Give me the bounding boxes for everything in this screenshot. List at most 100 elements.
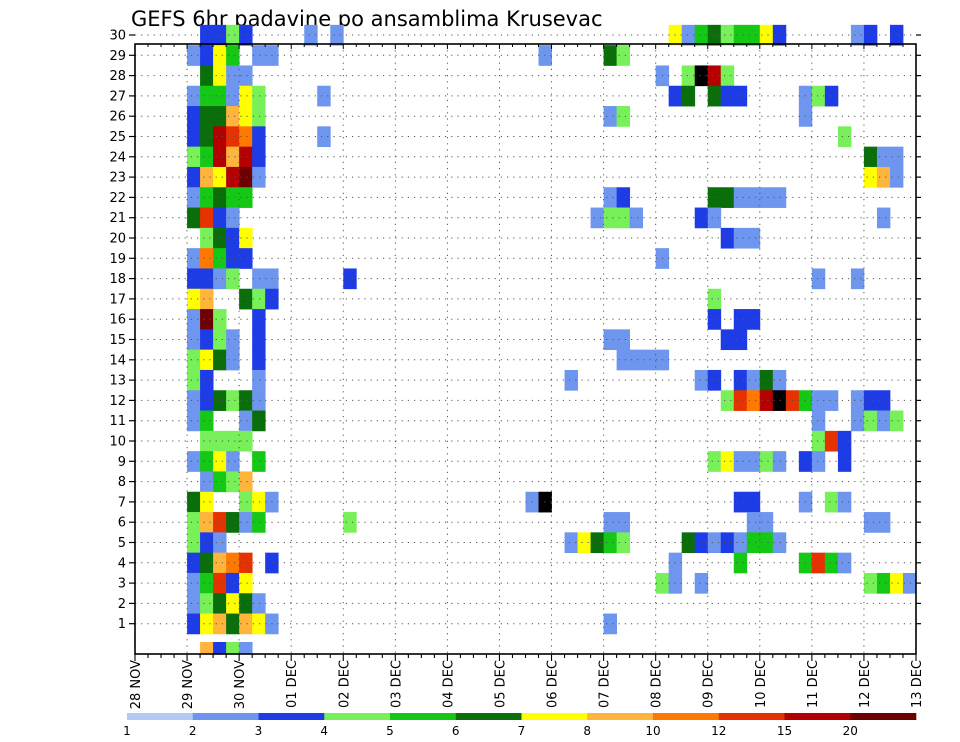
heatmap-cell bbox=[239, 471, 253, 493]
heatmap-cell bbox=[733, 390, 748, 411]
colorbar-segment bbox=[258, 713, 325, 720]
heatmap-cell bbox=[252, 288, 266, 310]
y-tick-label: 3 bbox=[118, 577, 126, 592]
heatmap-cell bbox=[226, 593, 240, 614]
x-tick-label: 07 DEC bbox=[598, 660, 613, 708]
heatmap-cell bbox=[746, 491, 761, 513]
heatmap-cell bbox=[239, 593, 253, 614]
heatmap-cell bbox=[187, 390, 201, 411]
heatmap-cell bbox=[187, 288, 201, 310]
heatmap-cell bbox=[629, 349, 644, 371]
heatmap-cell bbox=[707, 369, 722, 391]
colorbar-segment bbox=[587, 713, 654, 720]
heatmap-cell bbox=[200, 187, 214, 208]
y-tick-label: 26 bbox=[109, 110, 126, 125]
heatmap-cell bbox=[200, 642, 214, 655]
heatmap-cell bbox=[239, 642, 253, 655]
heatmap-cell bbox=[330, 24, 344, 46]
heatmap-cell bbox=[707, 532, 722, 554]
heatmap-cell bbox=[200, 24, 214, 46]
heatmap-cell bbox=[746, 24, 761, 46]
heatmap-cell bbox=[213, 532, 227, 554]
heatmap-cell bbox=[616, 207, 631, 229]
heatmap-cell bbox=[187, 349, 201, 371]
heatmap-cell bbox=[213, 45, 227, 66]
heatmap-cell bbox=[187, 491, 201, 513]
heatmap-cell bbox=[226, 106, 240, 127]
heatmap-cell bbox=[252, 451, 266, 472]
heatmap-cell bbox=[239, 430, 253, 452]
heatmap-cell bbox=[200, 410, 214, 432]
heatmap-cell bbox=[226, 24, 240, 46]
y-tick-label: 19 bbox=[109, 252, 126, 267]
heatmap-cell bbox=[811, 451, 826, 472]
heatmap-cell bbox=[252, 126, 266, 148]
heatmap-cell bbox=[213, 24, 227, 46]
heatmap-cell bbox=[187, 593, 201, 614]
heatmap-cell bbox=[187, 572, 201, 594]
heatmap-cell bbox=[642, 349, 657, 371]
heatmap-cell bbox=[876, 572, 891, 594]
heatmap-cell bbox=[863, 146, 878, 168]
heatmap-cell bbox=[200, 85, 214, 107]
heatmap-cell bbox=[252, 613, 266, 635]
heatmap-cell bbox=[889, 24, 904, 46]
y-tick-label: 24 bbox=[109, 150, 126, 165]
heatmap-cell bbox=[213, 430, 227, 452]
heatmap-cell bbox=[187, 552, 201, 574]
heatmap-cell bbox=[603, 512, 618, 533]
heatmap-cell bbox=[733, 24, 748, 46]
heatmap-cell bbox=[239, 572, 253, 594]
y-tick-label: 9 bbox=[118, 455, 126, 470]
heatmap-cell bbox=[252, 491, 266, 513]
heatmap-cell bbox=[746, 512, 761, 533]
heatmap-cell bbox=[200, 288, 214, 310]
heatmap-cell bbox=[226, 207, 240, 229]
heatmap-cell bbox=[252, 45, 266, 66]
heatmap-cell bbox=[200, 126, 214, 148]
heatmap-cell bbox=[239, 512, 253, 533]
heatmap-cell bbox=[252, 166, 266, 188]
heatmap-cell bbox=[213, 268, 227, 290]
colorbar-segment bbox=[324, 713, 391, 720]
x-tick-label: 29 NOV bbox=[181, 660, 196, 709]
heatmap-cell bbox=[837, 430, 852, 452]
heatmap-cell bbox=[200, 613, 214, 635]
heatmap-cell bbox=[720, 65, 735, 87]
y-tick-label: 8 bbox=[118, 475, 126, 490]
heatmap-cell bbox=[772, 24, 787, 46]
heatmap-cell bbox=[746, 227, 761, 249]
heatmap-cell bbox=[226, 471, 240, 493]
x-tick-label: 11 DEC bbox=[806, 660, 821, 708]
heatmap-cell bbox=[733, 329, 748, 351]
y-tick-label: 11 bbox=[109, 414, 126, 429]
heatmap-cell bbox=[187, 451, 201, 472]
y-tick-label: 5 bbox=[118, 536, 126, 551]
heatmap-cell bbox=[564, 532, 578, 554]
x-tick-label: 08 DEC bbox=[650, 660, 665, 708]
heatmap-cell bbox=[200, 349, 214, 371]
heatmap-cell bbox=[720, 329, 735, 351]
heatmap-cell bbox=[772, 369, 787, 391]
heatmap-cell bbox=[746, 451, 761, 472]
y-tick-label: 12 bbox=[109, 394, 126, 409]
heatmap-cell bbox=[252, 268, 266, 290]
heatmap-cell bbox=[213, 390, 227, 411]
y-tick-label: 10 bbox=[109, 435, 126, 450]
heatmap-cell bbox=[837, 451, 852, 472]
colorbar-label: 15 bbox=[777, 724, 792, 738]
heatmap-cell bbox=[200, 532, 214, 554]
heatmap-cell bbox=[720, 187, 735, 208]
heatmap-cell bbox=[811, 552, 826, 574]
heatmap-cell bbox=[213, 642, 227, 655]
heatmap-cell bbox=[239, 146, 253, 168]
heatmap-cell bbox=[239, 106, 253, 127]
heatmap-cell bbox=[746, 532, 761, 554]
heatmap-cell bbox=[733, 451, 748, 472]
heatmap-cell bbox=[187, 187, 201, 208]
heatmap-cell bbox=[824, 85, 839, 107]
heatmap-cell bbox=[200, 430, 214, 452]
heatmap-cell bbox=[200, 268, 214, 290]
heatmap-cell bbox=[863, 166, 878, 188]
